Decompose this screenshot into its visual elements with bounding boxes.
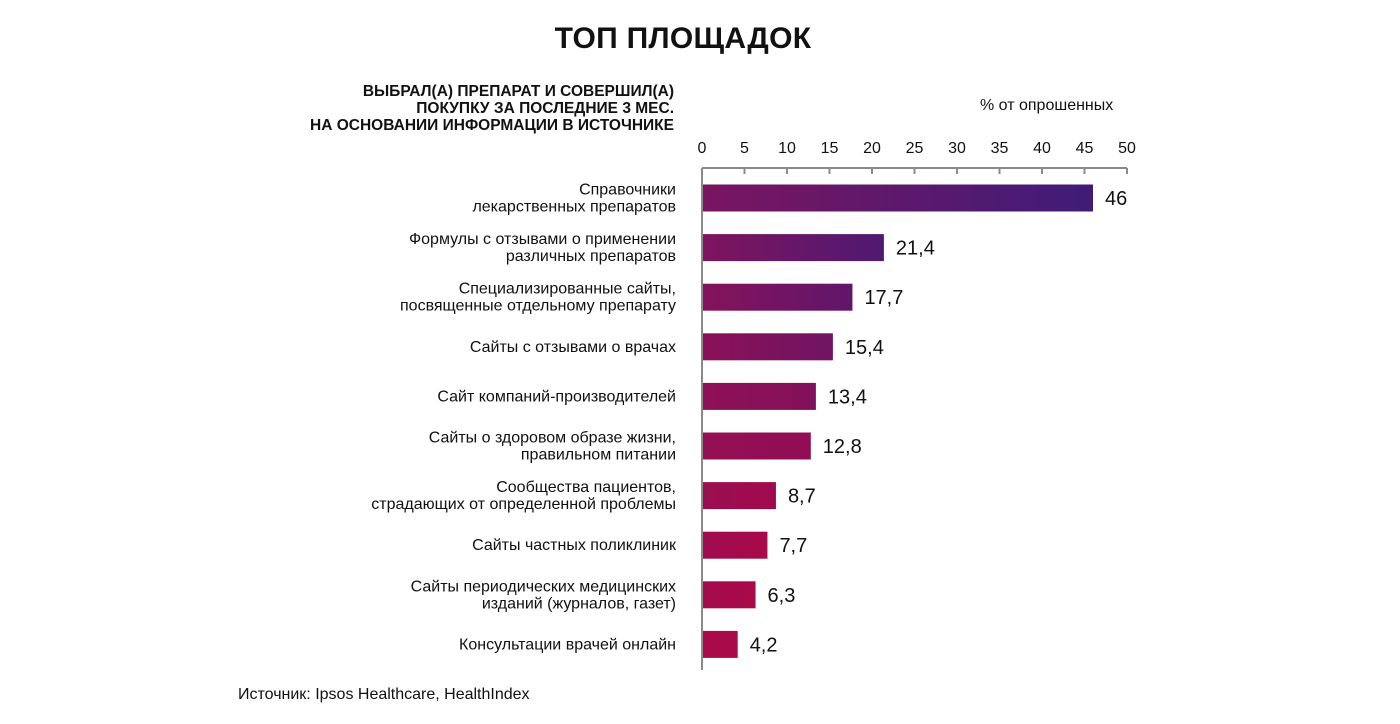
category-label: Формулы с отзывами о применении <box>409 231 676 248</box>
x-tick-label: 30 <box>948 140 966 157</box>
x-axis-unit-label: % от опрошенных <box>980 97 1114 114</box>
bar <box>703 382 816 410</box>
chart-title: ТОП ПЛОЩАДОК <box>554 22 812 55</box>
category-label: изданий (журналов, газет) <box>482 595 676 612</box>
bar <box>703 184 1093 212</box>
chart-axes: 0 5 10 15 20 25 30 35 40 45 50 <box>698 140 1136 670</box>
bar-value-label: 15,4 <box>845 337 884 359</box>
x-tick-label: 0 <box>698 140 707 157</box>
category-label: Специализированные сайты, <box>459 281 676 298</box>
category-label: Сайты частных поликлиник <box>472 537 677 554</box>
x-tick-label: 25 <box>906 140 924 157</box>
bar-value-label: 17,7 <box>864 287 903 309</box>
subtitle-line: ВЫБРАЛ(А) ПРЕПАРАТ И СОВЕРШИЛ(А) <box>362 83 674 100</box>
x-tick-label: 50 <box>1118 140 1136 157</box>
bar <box>703 333 833 361</box>
category-label: Сайты о здоровом образе жизни, <box>429 430 676 447</box>
bar <box>703 630 738 658</box>
bar <box>703 482 776 510</box>
category-label: посвященные отдельному препарату <box>400 298 676 315</box>
category-label: страдающих от определенной проблемы <box>371 496 676 513</box>
bar-value-label: 4,2 <box>750 634 778 656</box>
subtitle-line: ПОКУПКУ ЗА ПОСЛЕДНИЕ 3 МЕС. <box>416 100 674 117</box>
bar <box>703 531 768 559</box>
subtitle-line: НА ОСНОВАНИИ ИНФОРМАЦИИ В ИСТОЧНИКЕ <box>310 117 674 134</box>
category-label: различных препаратов <box>506 248 676 265</box>
bar-value-label: 7,7 <box>779 535 807 557</box>
category-label: Сайт компаний-производителей <box>437 388 676 405</box>
bar-value-label: 6,3 <box>768 585 796 607</box>
x-tick-label: 35 <box>991 140 1009 157</box>
category-label: правильном питании <box>521 447 676 464</box>
x-tick-label: 20 <box>863 140 881 157</box>
bar <box>703 283 853 311</box>
category-label: лекарственных препаратов <box>472 199 676 216</box>
x-tick-label: 15 <box>821 140 839 157</box>
category-label: Сайты с отзывами о врачах <box>470 339 676 356</box>
x-tick-label: 10 <box>778 140 796 157</box>
bar <box>703 234 884 262</box>
bar <box>703 581 756 609</box>
chart-bars <box>703 184 1093 658</box>
x-tick-label: 45 <box>1076 140 1094 157</box>
x-tick-label: 40 <box>1033 140 1051 157</box>
x-tick-label: 5 <box>740 140 749 157</box>
bar-value-label: 13,4 <box>828 386 867 408</box>
bar-value-label: 8,7 <box>788 486 816 508</box>
bar-value-label: 46 <box>1105 188 1127 210</box>
bar-value-label: 21,4 <box>896 238 935 260</box>
chart-subtitle: ВЫБРАЛ(А) ПРЕПАРАТ И СОВЕРШИЛ(А) ПОКУПКУ… <box>310 83 674 134</box>
category-label: Справочники <box>579 182 676 199</box>
bar-value-label: 12,8 <box>823 436 862 458</box>
category-label: Сообщества пациентов, <box>496 479 676 496</box>
bar <box>703 432 811 460</box>
source-note: Источник: Ipsos Healthcare, HealthIndex <box>238 686 530 703</box>
category-label: Сайты периодических медицинских <box>411 578 676 595</box>
category-label: Консультации врачей онлайн <box>459 636 676 653</box>
